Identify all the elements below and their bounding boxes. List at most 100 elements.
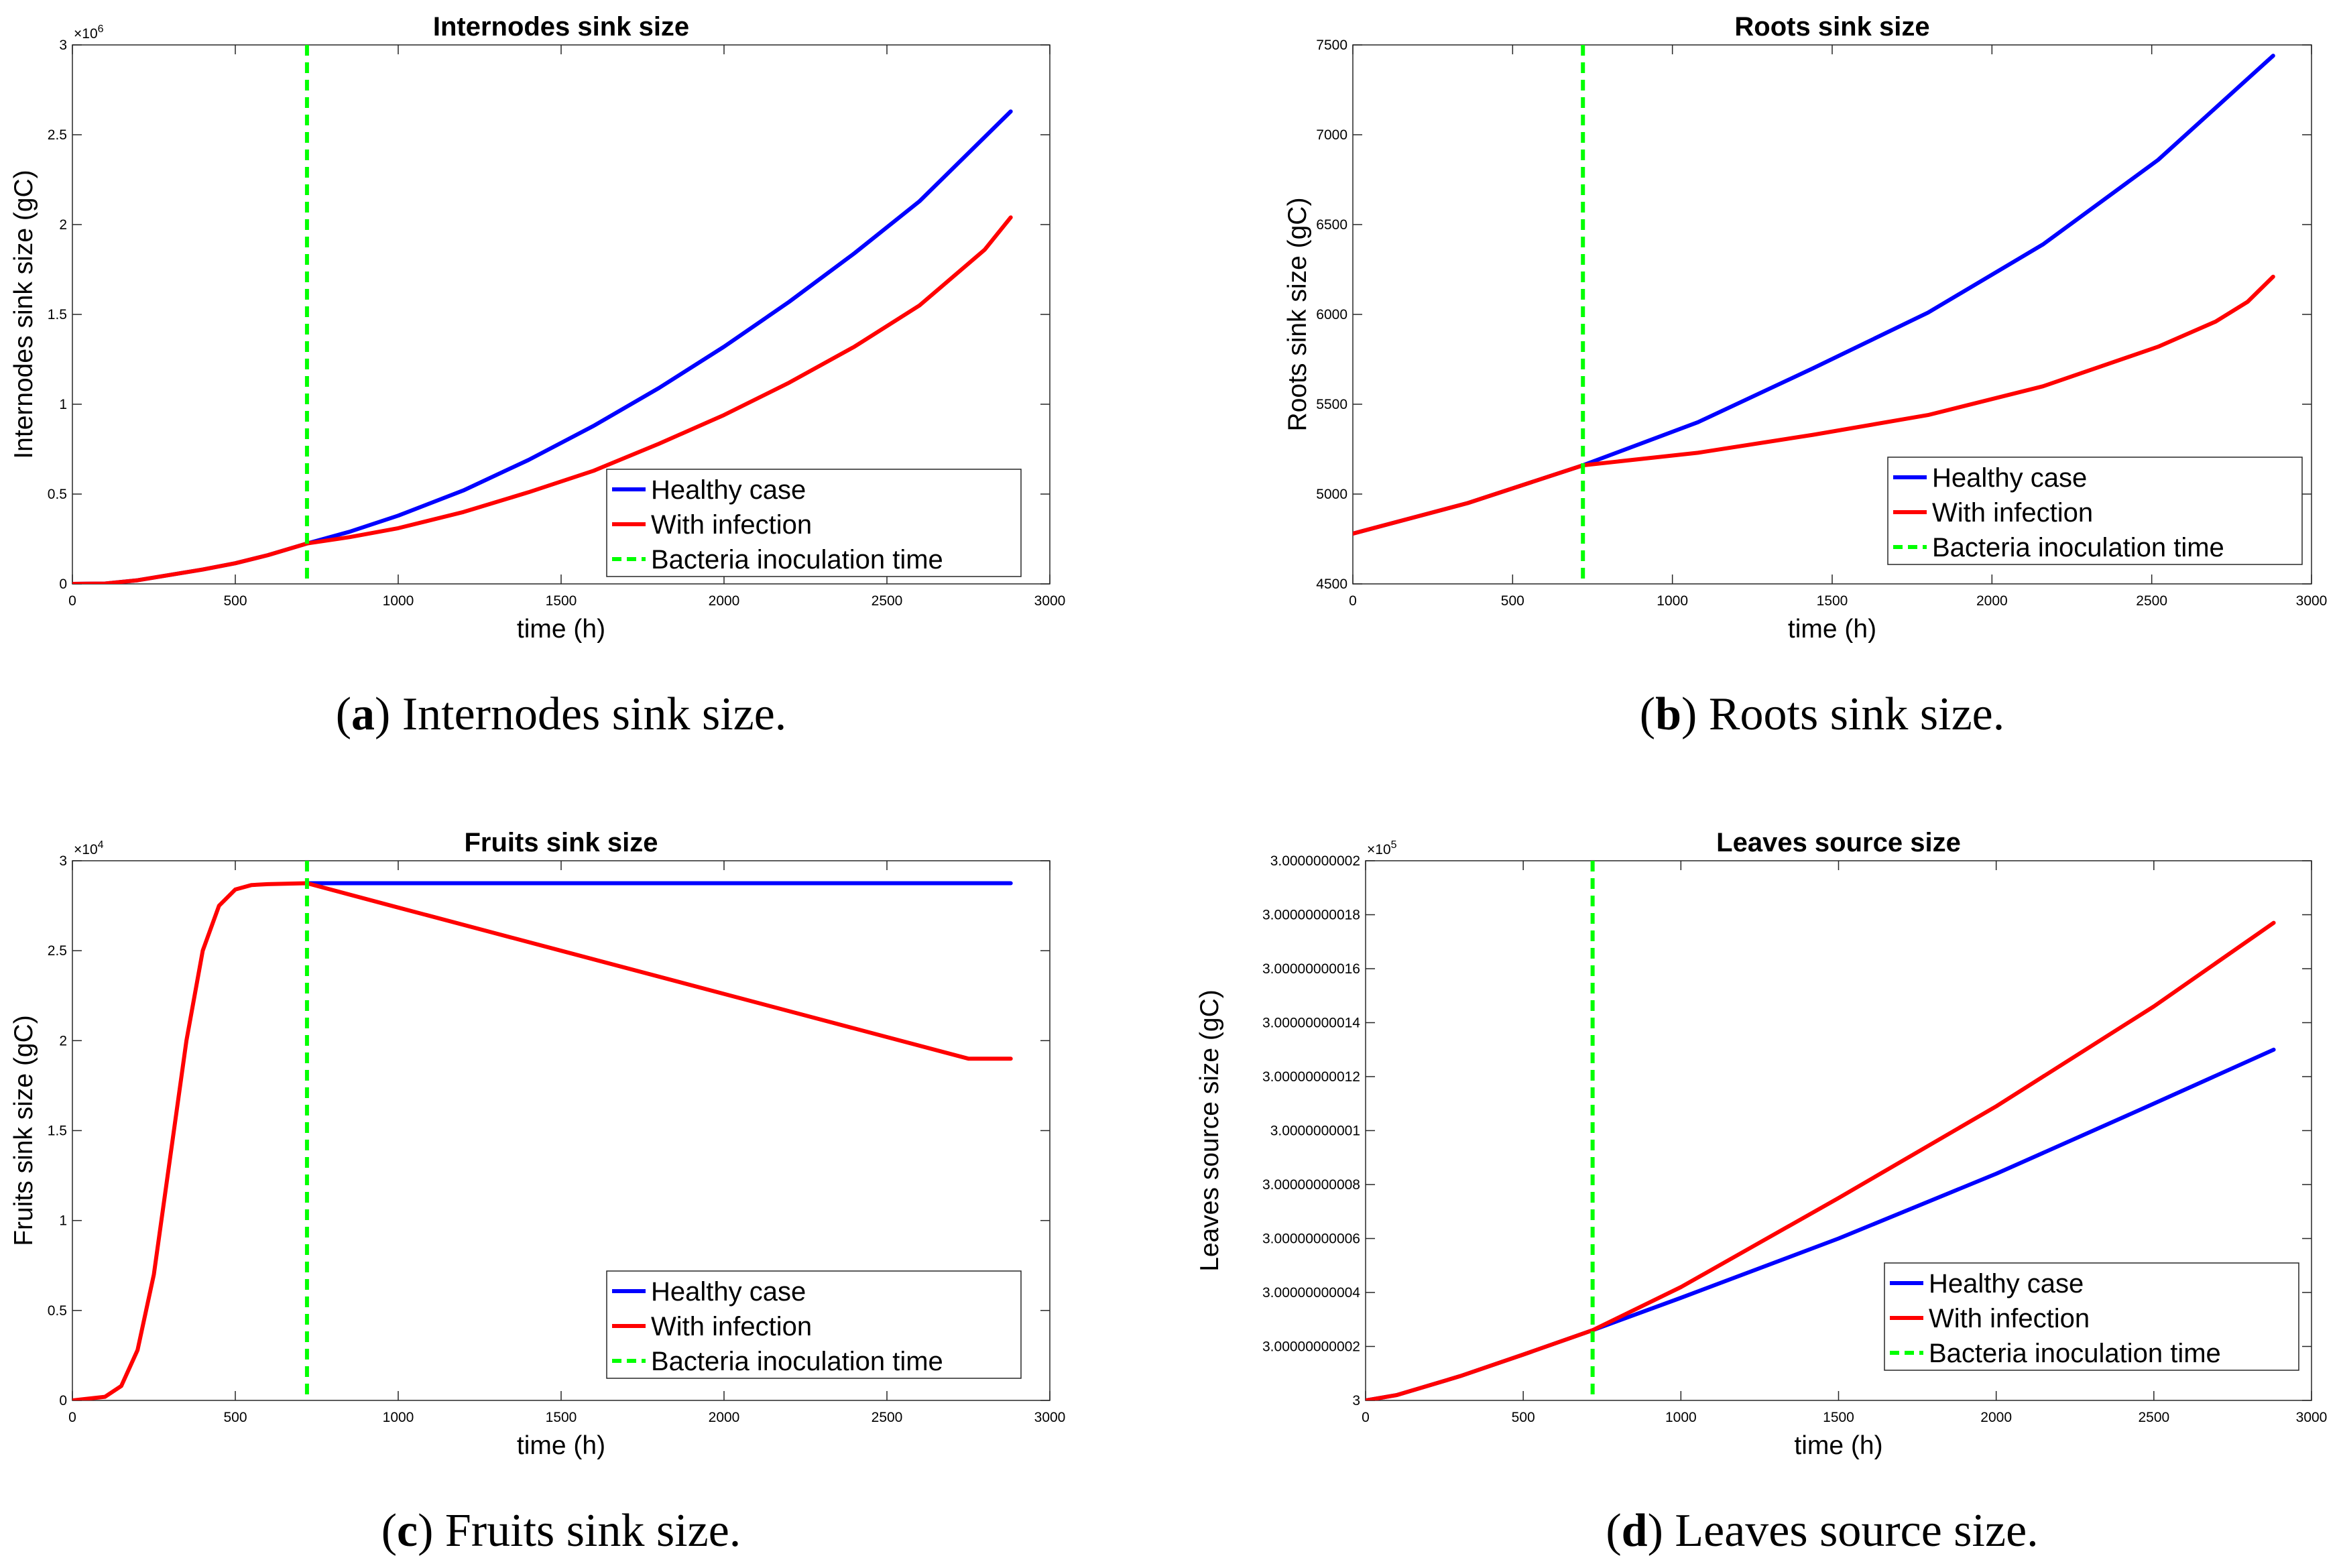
subfigure-caption: (b) Roots sink size. xyxy=(1640,688,2004,740)
x-axis-label: time (h) xyxy=(1788,615,1876,644)
caption-close-paren: ) xyxy=(1648,1505,1663,1557)
x-tick-label: 0 xyxy=(68,593,76,609)
y-axis-label: Leaves source size (gC) xyxy=(1195,989,1224,1272)
y-tick-label: 5500 xyxy=(1316,397,1347,412)
x-tick-label: 1500 xyxy=(1817,593,1848,609)
caption-open-paren: ( xyxy=(336,688,351,740)
x-tick-label: 500 xyxy=(223,593,247,609)
caption-open-paren: ( xyxy=(1640,688,1655,740)
with-infection-line xyxy=(1366,920,2276,1400)
x-tick-label: 1500 xyxy=(1823,1410,1854,1425)
y-exponent-power: 5 xyxy=(1391,839,1397,851)
y-exponent-label: ×106 xyxy=(74,23,104,42)
y-tick-label: 1 xyxy=(59,397,67,412)
caption-letter: a xyxy=(351,688,375,740)
x-tick-label: 1500 xyxy=(546,1410,577,1425)
y-tick-label: 3.00000000006 xyxy=(1262,1231,1360,1247)
legend: Healthy case With infection Bacteria inocu… xyxy=(1887,457,2303,565)
x-tick-label: 3000 xyxy=(1034,1410,1066,1425)
x-tick-label: 2500 xyxy=(2136,593,2167,609)
y-tick-label: 7500 xyxy=(1316,38,1347,53)
y-tick-label: 1.5 xyxy=(48,1124,67,1139)
y-tick-label: 3 xyxy=(59,853,67,869)
y-exponent-power: 4 xyxy=(98,839,104,851)
x-tick-label: 2000 xyxy=(1976,593,2008,609)
legend-entry-label: Bacteria inoculation time xyxy=(1929,1339,2221,1368)
plot-area xyxy=(1366,861,2276,1400)
caption-open-paren: ( xyxy=(1606,1505,1621,1557)
x-tick-label: 500 xyxy=(1512,1410,1535,1425)
legend-entry-label: Bacteria inoculation time xyxy=(651,1347,943,1376)
caption-text: Fruits sink size. xyxy=(433,1505,741,1557)
caption-letter: b xyxy=(1655,688,1681,740)
y-tick-label: 7000 xyxy=(1316,127,1347,143)
with-infection-line xyxy=(72,215,1013,584)
y-tick-label: 3.00000000008 xyxy=(1262,1177,1360,1193)
caption-letter: c xyxy=(397,1505,418,1557)
caption-letter: d xyxy=(1622,1505,1648,1557)
chart-title: Leaves source size xyxy=(1716,828,1961,857)
legend-entry-label: With infection xyxy=(1929,1304,2090,1333)
x-tick-label: 3000 xyxy=(2296,1410,2328,1425)
y-tick-label: 3.00000000012 xyxy=(1262,1069,1360,1085)
x-tick-label: 3000 xyxy=(1034,593,1066,609)
x-tick-label: 1000 xyxy=(383,1410,414,1425)
plot-area xyxy=(72,861,1013,1400)
chart-panel-d: Leaves source size 0 500 1000 1500 2000 2500 30… xyxy=(1195,828,2327,1460)
x-tick-label: 2500 xyxy=(872,1410,903,1425)
y-tick-label: 4500 xyxy=(1316,577,1347,592)
caption-close-paren: ) xyxy=(418,1505,433,1557)
caption-open-paren: ( xyxy=(381,1505,397,1557)
legend: Healthy case With infection Bacteria inocu… xyxy=(606,469,1022,577)
y-tick-label: 0 xyxy=(59,577,67,592)
legend: Healthy case With infection Bacteria inocu… xyxy=(1884,1262,2299,1371)
x-tick-label: 2500 xyxy=(2138,1410,2169,1425)
y-exponent-power: 6 xyxy=(98,23,104,35)
x-tick-label: 2000 xyxy=(709,593,740,609)
x-tick-label: 2000 xyxy=(1980,1410,2012,1425)
legend-entry-label: With infection xyxy=(651,510,812,540)
chart-panel-a: Internodes sink size 0 500 1000 1500 2000 2500… xyxy=(9,12,1065,644)
legend-entry-label: With infection xyxy=(1932,498,2093,528)
x-tick-label: 1000 xyxy=(1665,1410,1697,1425)
legend-box xyxy=(606,1270,1022,1379)
y-exponent-label: ×105 xyxy=(1367,839,1397,857)
caption-text: Internodes sink size. xyxy=(390,688,786,740)
chart-panel-c: Fruits sink size 0 500 1000 1500 2000 2500 3000… xyxy=(9,828,1065,1460)
x-tick-label: 0 xyxy=(1349,593,1357,609)
legend-entry-label: Healthy case xyxy=(651,1277,806,1307)
caption-text: Leaves source size. xyxy=(1663,1505,2039,1557)
legend-box xyxy=(1887,457,2303,565)
subfigure-caption: (c) Fruits sink size. xyxy=(381,1505,741,1557)
y-tick-label: 3.00000000002 xyxy=(1262,1339,1360,1355)
with-infection-line xyxy=(72,881,1013,1400)
y-tick-label: 2.5 xyxy=(48,127,67,143)
y-tick-label: 3.00000000018 xyxy=(1262,908,1360,923)
legend-entry-label: Healthy case xyxy=(1932,463,2087,493)
chart-panel-b: Roots sink size 0 500 1000 1500 2000 2500 3000 4… xyxy=(1283,12,2327,644)
y-exponent-label: ×104 xyxy=(74,839,104,857)
y-tick-label: 3 xyxy=(1352,1393,1360,1408)
with-infection-line xyxy=(1353,274,2275,536)
x-axis-label: time (h) xyxy=(1794,1431,1882,1460)
y-tick-label: 1 xyxy=(59,1213,67,1229)
y-tick-label: 3 xyxy=(59,38,67,53)
caption-text: Roots sink size. xyxy=(1697,688,2004,740)
y-tick-label: 5000 xyxy=(1316,487,1347,502)
x-tick-label: 500 xyxy=(223,1410,247,1425)
subfigure-caption: (d) Leaves source size. xyxy=(1606,1505,2038,1557)
y-tick-label: 3.00000000004 xyxy=(1262,1285,1360,1301)
plot-area xyxy=(1353,45,2275,584)
legend-entry-label: With infection xyxy=(651,1312,812,1341)
y-tick-label: 2.5 xyxy=(48,943,67,959)
chart-title: Fruits sink size xyxy=(465,828,658,857)
y-tick-label: 6500 xyxy=(1316,217,1347,233)
x-tick-label: 1500 xyxy=(546,593,577,609)
legend-entry-label: Healthy case xyxy=(651,475,806,505)
y-tick-label: 3.0000000001 xyxy=(1270,1124,1360,1139)
y-tick-label: 0.5 xyxy=(48,487,67,502)
x-tick-label: 2500 xyxy=(872,593,903,609)
y-axis-label: Internodes sink size (gC) xyxy=(9,170,38,459)
x-tick-label: 1000 xyxy=(1657,593,1688,609)
